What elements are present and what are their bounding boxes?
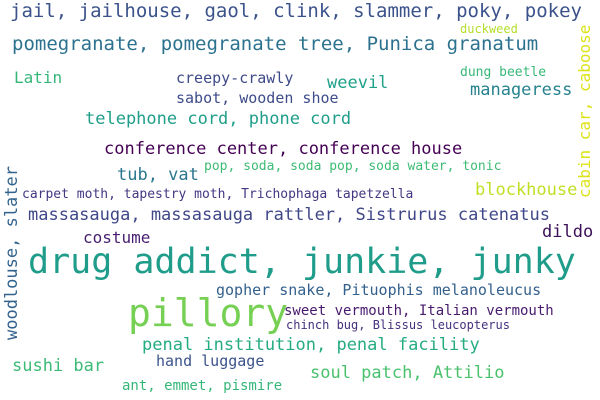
word-sweet-vermouth: sweet vermouth, Italian vermouth	[284, 303, 554, 319]
word-cabin-car: cabin car, caboose	[575, 24, 594, 198]
word-ant: ant, emmet, pismire	[122, 378, 283, 394]
word-pomegranate: pomegranate, pomegranate tree, Punica gr…	[12, 33, 539, 55]
word-dildo: dildo	[542, 222, 594, 242]
word-carpet-moth: carpet moth, tapestry moth, Trichophaga …	[22, 187, 414, 202]
word-soul-patch: soul patch, Attilio	[310, 363, 505, 383]
word-dung-beetle: dung beetle	[460, 65, 547, 80]
word-drug-addict: drug addict, junkie, junky	[28, 242, 576, 282]
word-chinch-bug: chinch bug, Blissus leucopterus	[286, 318, 510, 332]
word-jail: jail, jailhouse, gaol, clink, slammer, p…	[10, 0, 582, 22]
word-weevil: weevil	[327, 73, 389, 93]
word-tub-vat: tub, vat	[117, 165, 199, 185]
word-latin: Latin	[14, 68, 63, 87]
word-manageress: manageress	[470, 80, 573, 100]
word-conference-center: conference center, conference house	[104, 139, 463, 159]
word-telephone-cord: telephone cord, phone cord	[85, 109, 352, 129]
word-creepy-crawly: creepy-crawly	[176, 69, 294, 87]
word-blockhouse: blockhouse	[475, 180, 578, 200]
word-woodlouse: woodlouse, slater	[2, 166, 22, 340]
word-penal-institution: penal institution, penal facility	[142, 335, 480, 355]
word-gopher-snake: gopher snake, Pituophis melanoleucus	[216, 281, 542, 299]
word-costume: costume	[83, 228, 151, 247]
word-pop-soda: pop, soda, soda pop, soda water, tonic	[204, 159, 502, 174]
word-hand-luggage: hand luggage	[156, 352, 265, 370]
word-sabot: sabot, wooden shoe	[176, 89, 339, 107]
word-massasauga: massasauga, massasauga rattler, Sistruru…	[28, 205, 550, 225]
word-sushi-bar: sushi bar	[12, 356, 105, 376]
word-duckweed: duckweed	[460, 22, 518, 36]
word-pillory: pillory	[128, 291, 289, 335]
